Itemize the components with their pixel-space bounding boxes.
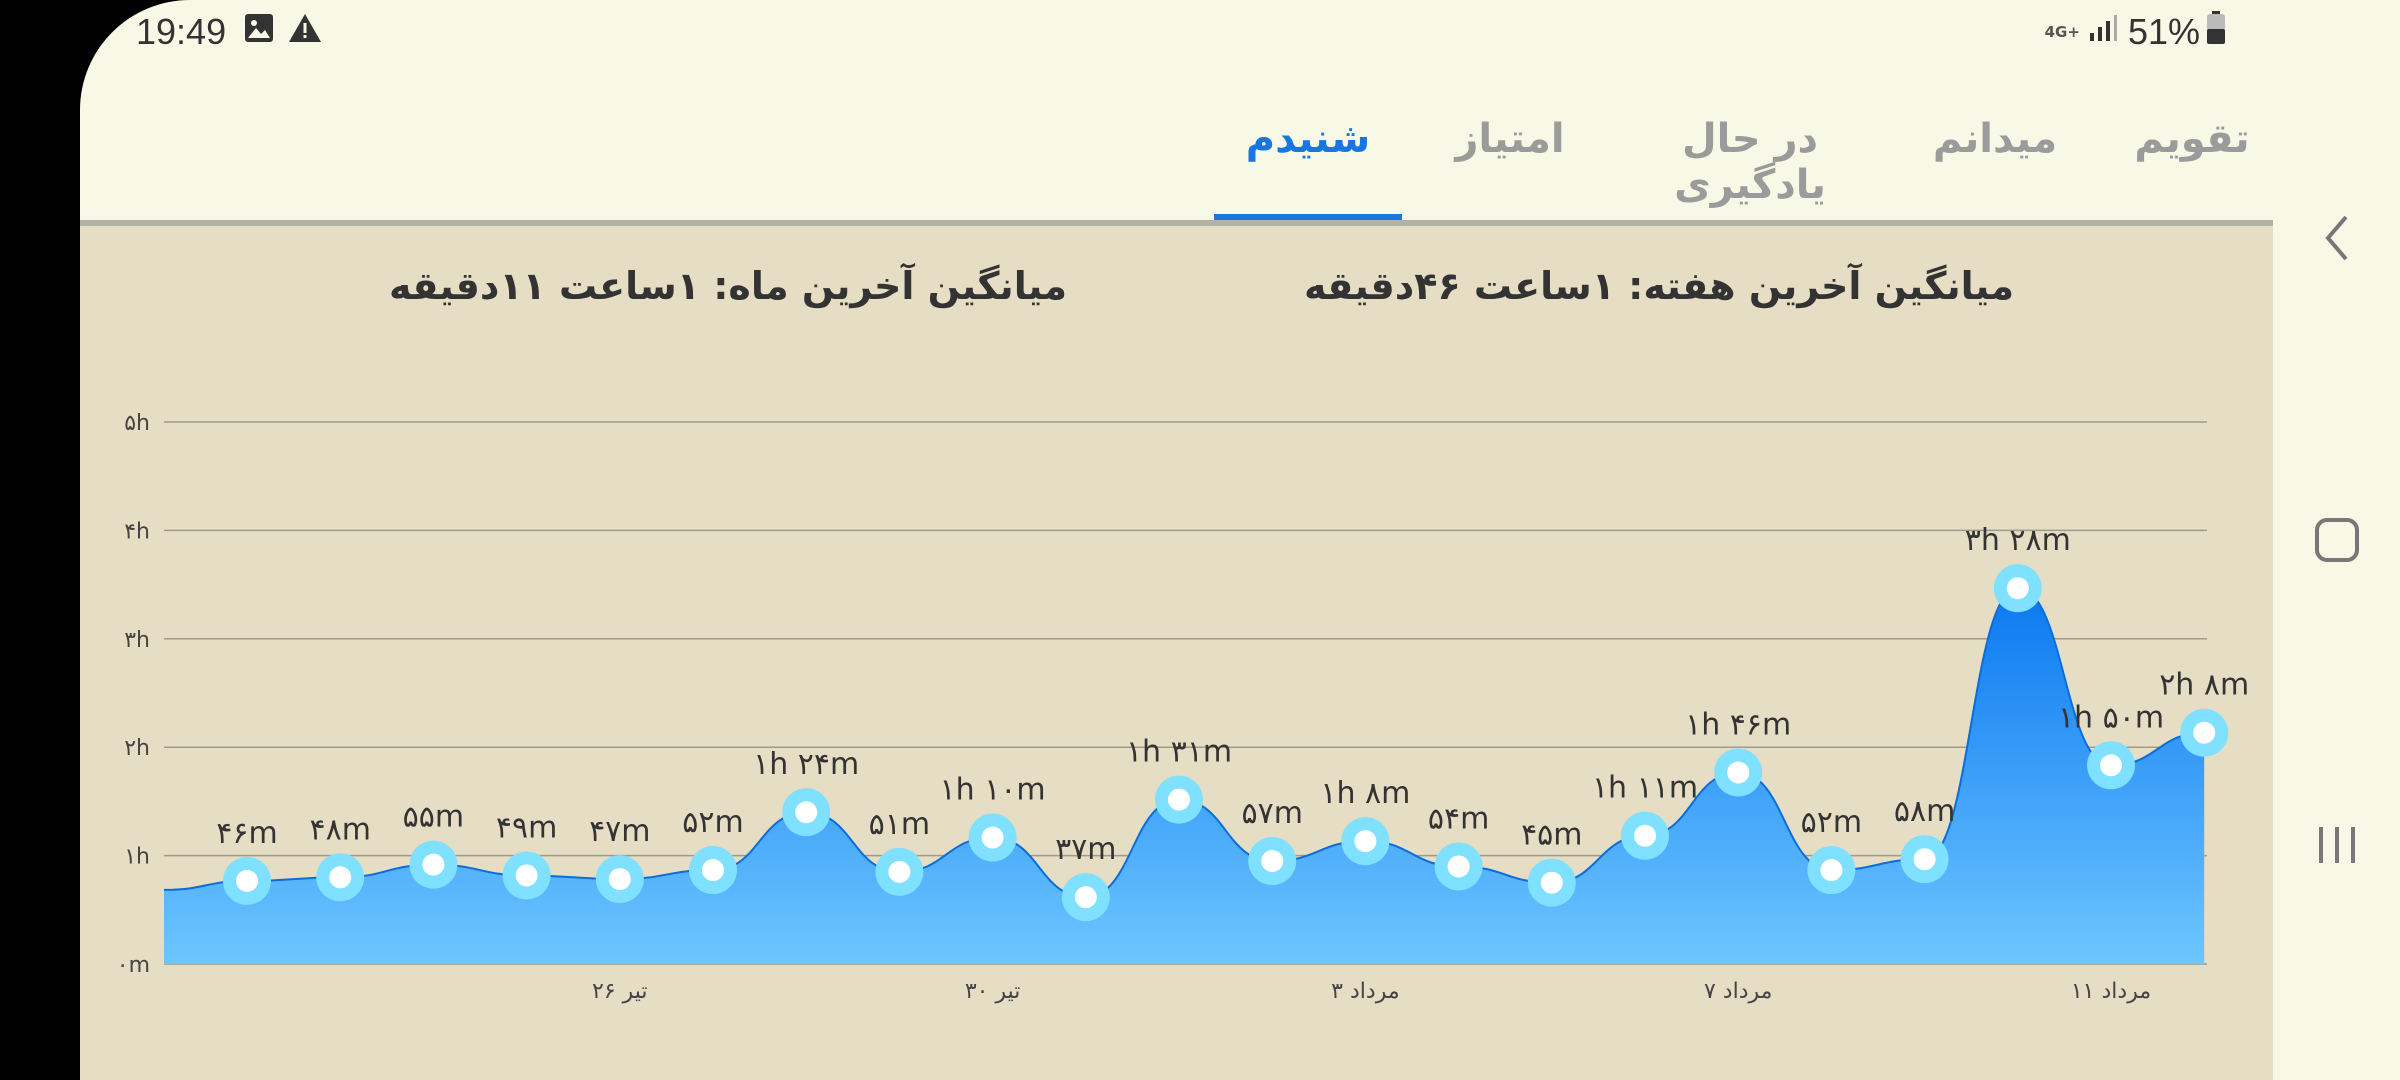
x-tick-label: ۲۶ تیر bbox=[592, 979, 648, 1004]
active-tab-indicator bbox=[1214, 214, 1402, 220]
x-tick-label: ۷ مرداد bbox=[1704, 979, 1772, 1004]
data-label: ۵۸m bbox=[1894, 794, 1955, 829]
network-type: 4G+ bbox=[2044, 23, 2080, 41]
recents-icon[interactable] bbox=[2273, 795, 2400, 895]
x-tick-label: ۳۰ تیر bbox=[965, 979, 1021, 1004]
navigation-bar bbox=[2273, 0, 2400, 1080]
data-point[interactable] bbox=[1061, 873, 1110, 922]
tab-bar-divider bbox=[80, 220, 2273, 226]
app-screen: 19:49 4G+ 51% تقویم میدانم در حال یادگیر… bbox=[80, 0, 2273, 1080]
monthly-average: میانگین آخرین ماه: ۱ساعت ۱۱دقیقه bbox=[389, 264, 1067, 308]
data-label: ۴۹m bbox=[496, 810, 557, 845]
x-tick-label: ۳ مرداد bbox=[1331, 979, 1399, 1004]
data-point[interactable] bbox=[223, 856, 271, 905]
data-point[interactable] bbox=[1341, 817, 1390, 866]
data-label: ۱h ۳۱m bbox=[1126, 735, 1232, 770]
data-point[interactable] bbox=[782, 788, 831, 837]
data-label: ۵۱m bbox=[869, 807, 930, 842]
data-point[interactable] bbox=[595, 855, 644, 904]
data-point[interactable] bbox=[1155, 775, 1203, 824]
weekly-average: میانگین آخرین هفته: ۱ساعت ۴۶دقیقه bbox=[1304, 264, 2014, 308]
data-point[interactable] bbox=[1621, 811, 1669, 860]
data-point[interactable] bbox=[1248, 837, 1297, 886]
y-tick-label: ۱h bbox=[124, 845, 150, 870]
data-point[interactable] bbox=[2087, 741, 2135, 790]
data-point[interactable] bbox=[2180, 708, 2229, 757]
data-point[interactable] bbox=[689, 846, 737, 895]
data-label: ۵۲m bbox=[682, 805, 743, 840]
data-point[interactable] bbox=[409, 840, 458, 889]
data-point[interactable] bbox=[1714, 748, 1763, 797]
data-label: ۱h ۸m bbox=[1320, 776, 1410, 811]
data-point[interactable] bbox=[316, 853, 365, 902]
tab-bar: تقویم میدانم در حال یادگیری امتیاز شنیدم bbox=[80, 80, 2273, 220]
data-point[interactable] bbox=[875, 847, 924, 896]
data-label: ۲h ۸m bbox=[2159, 668, 2249, 703]
data-label: ۱h ۱۰m bbox=[940, 773, 1046, 808]
data-label: ۴۵m bbox=[1521, 818, 1582, 853]
x-tick-label: ۱۱ مرداد bbox=[2071, 979, 2151, 1004]
data-label: ۱h ۱۱m bbox=[1592, 771, 1698, 806]
tab-learning[interactable]: در حال یادگیری bbox=[1674, 116, 1826, 208]
y-tick-label: ۴h bbox=[124, 519, 150, 544]
data-label: ۵۷m bbox=[1241, 796, 1302, 831]
y-tick-label: ۵h bbox=[124, 411, 150, 436]
data-label: ۴۶m bbox=[216, 816, 277, 851]
warning-icon bbox=[288, 12, 322, 52]
battery-level: 51% bbox=[2127, 11, 2200, 52]
data-label: ۵۵m bbox=[403, 800, 464, 835]
data-point[interactable] bbox=[1993, 564, 2042, 613]
data-label: ۵۴m bbox=[1428, 801, 1489, 836]
area-fill bbox=[164, 588, 2205, 964]
tab-heard[interactable]: شنیدم bbox=[1245, 116, 1371, 162]
status-bar: 19:49 4G+ 51% bbox=[136, 10, 2226, 54]
y-tick-label: ۳h bbox=[124, 628, 150, 653]
listening-time-chart: ۴۶m ۴۸m ۵۵m ۴۹m ۴۷m ۵۲m ۱h ۲۴m ۵۱m ۱h ۱۰m ۳۷m ۱h ۳… bbox=[117, 411, 2249, 1004]
data-label: ۵۲m bbox=[1801, 805, 1862, 840]
tab-calendar[interactable]: تقویم bbox=[2134, 116, 2250, 162]
data-label: ۳h ۲۸m bbox=[1965, 523, 2071, 558]
battery-icon bbox=[2206, 10, 2226, 54]
back-icon[interactable] bbox=[2273, 188, 2400, 288]
y-tick-label: ۲h bbox=[124, 736, 150, 761]
data-label: ۱h ۵۰m bbox=[2058, 700, 2164, 735]
tab-score[interactable]: امتیاز bbox=[1455, 116, 1565, 162]
data-label: ۳۷m bbox=[1055, 832, 1116, 867]
signal-icon bbox=[2088, 12, 2118, 52]
data-point[interactable] bbox=[1900, 835, 1949, 884]
data-label: ۱h ۴۶m bbox=[1685, 707, 1791, 742]
data-label: ۴۷m bbox=[589, 814, 650, 849]
data-point[interactable] bbox=[1434, 842, 1483, 891]
data-point[interactable] bbox=[1527, 858, 1576, 907]
data-point[interactable] bbox=[502, 851, 551, 900]
status-time: 19:49 bbox=[136, 11, 227, 52]
data-label: ۴۸m bbox=[309, 812, 370, 847]
image-icon bbox=[244, 12, 274, 52]
home-icon[interactable] bbox=[2273, 490, 2400, 590]
data-point[interactable] bbox=[968, 813, 1017, 862]
data-label: ۱h ۲۴m bbox=[753, 747, 859, 782]
y-tick-label: ۰m bbox=[117, 953, 150, 978]
tab-known[interactable]: میدانم bbox=[1932, 116, 2058, 162]
data-point[interactable] bbox=[1807, 846, 1856, 895]
